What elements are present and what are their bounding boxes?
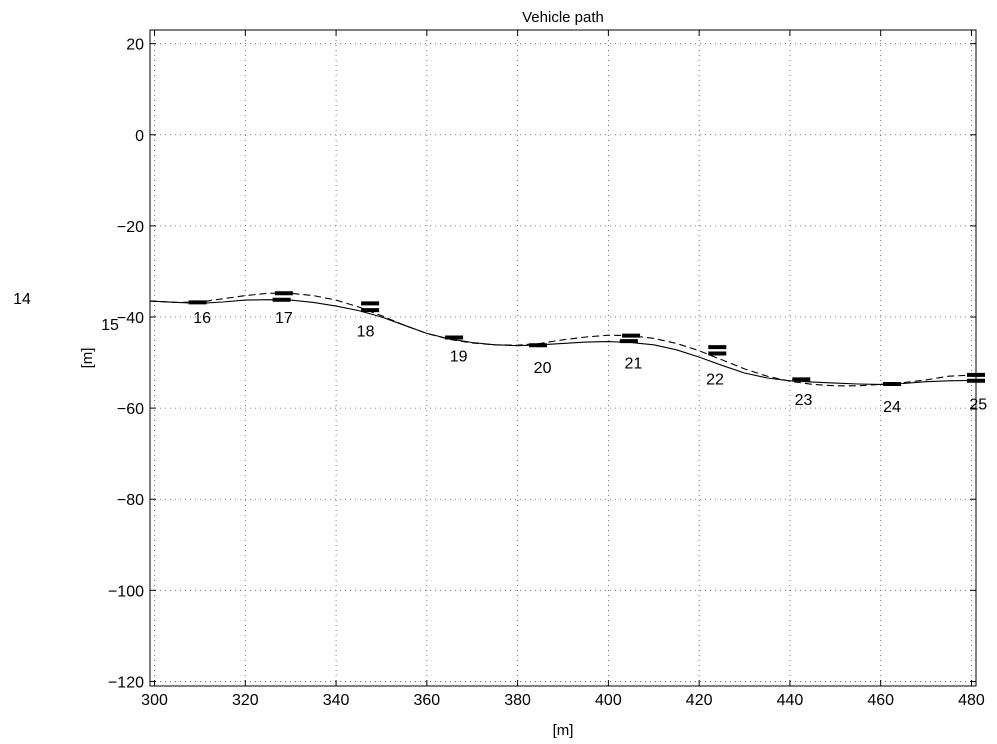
y-tick-label: −20 xyxy=(117,219,144,236)
x-tick-label: 340 xyxy=(323,692,350,709)
x-tick-label: 380 xyxy=(504,692,531,709)
marker-labels: 16 17 18 19 20 21 22 23 24 25 14 15 xyxy=(13,291,987,416)
marker-label-17: 17 xyxy=(275,310,293,327)
x-tick-label: 300 xyxy=(141,692,168,709)
x-tick-label: 460 xyxy=(867,692,894,709)
marker-label-23: 23 xyxy=(795,392,813,409)
dashed-path-line xyxy=(149,292,977,387)
y-tick-label: 20 xyxy=(126,37,144,54)
x-axis-label: [m] xyxy=(553,722,574,739)
tick-labels: 300 320 340 360 380 400 420 440 460 480 20 0 −20 −40 −… xyxy=(108,37,985,709)
y-tick-label: −120 xyxy=(108,674,144,691)
x-tick-label: 440 xyxy=(777,692,804,709)
y-tick-label: −100 xyxy=(108,583,144,600)
y-tick-label: −40 xyxy=(117,310,144,327)
marker-label-19: 19 xyxy=(450,349,468,366)
marker-label-25: 25 xyxy=(969,397,987,414)
y-axis-label: [m] xyxy=(79,348,96,369)
x-tick-label: 360 xyxy=(413,692,440,709)
x-tick-label: 320 xyxy=(232,692,259,709)
marker-label-24: 24 xyxy=(883,399,901,416)
marker-label-21: 21 xyxy=(624,356,642,373)
x-tick-label: 400 xyxy=(595,692,622,709)
markers-group xyxy=(188,291,985,386)
marker-label-14: 14 xyxy=(13,291,31,308)
y-tick-label: −80 xyxy=(117,492,144,509)
x-tick-label: 480 xyxy=(958,692,985,709)
chart-title: Vehicle path xyxy=(522,9,604,26)
marker-label-20: 20 xyxy=(534,360,552,377)
series-group xyxy=(149,292,977,387)
marker-label-15: 15 xyxy=(101,317,119,334)
plot-frame xyxy=(149,29,977,687)
marker-label-22: 22 xyxy=(706,372,724,389)
x-tick-label: 420 xyxy=(686,692,713,709)
y-tick-label: −60 xyxy=(117,401,144,418)
axis-ticks xyxy=(150,30,976,686)
marker-label-18: 18 xyxy=(357,324,375,341)
solid-path-line xyxy=(149,299,977,385)
y-tick-label: 0 xyxy=(135,128,144,145)
marker-label-16: 16 xyxy=(193,310,211,327)
